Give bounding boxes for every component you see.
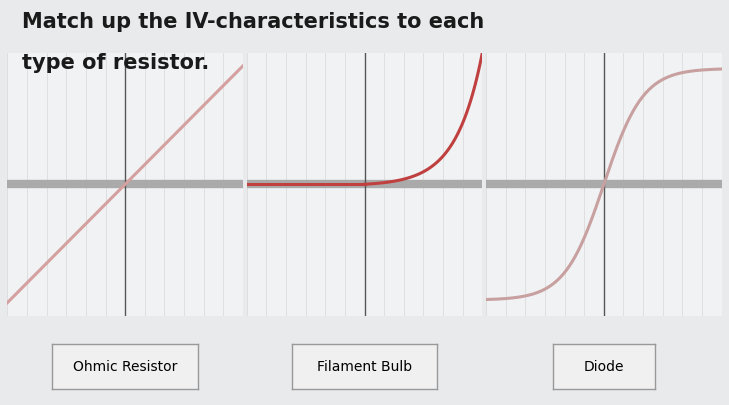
Text: Match up the IV-characteristics to each: Match up the IV-characteristics to each — [22, 12, 484, 32]
Text: type of resistor.: type of resistor. — [22, 53, 209, 72]
Text: Filament Bulb: Filament Bulb — [317, 360, 412, 373]
Text: Diode: Diode — [584, 360, 624, 373]
Text: Ohmic Resistor: Ohmic Resistor — [73, 360, 177, 373]
